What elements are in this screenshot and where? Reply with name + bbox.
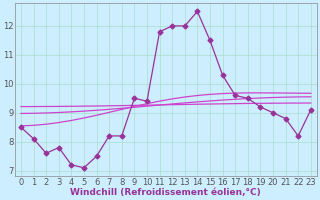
X-axis label: Windchill (Refroidissement éolien,°C): Windchill (Refroidissement éolien,°C) (70, 188, 261, 197)
